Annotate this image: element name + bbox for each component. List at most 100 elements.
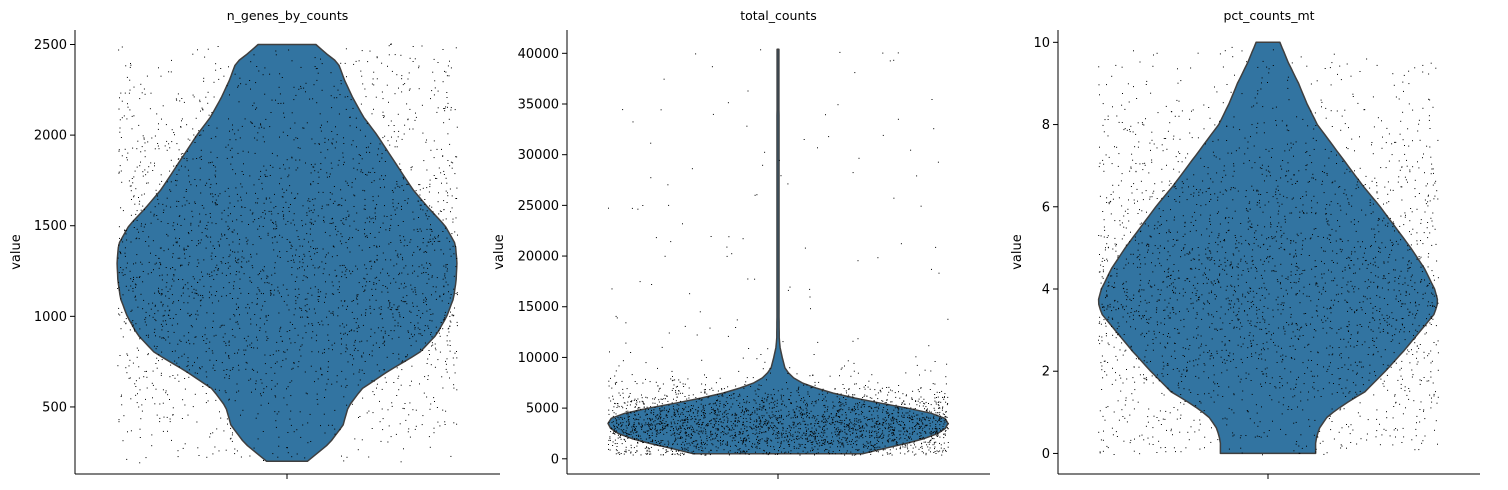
- data-point: [764, 423, 766, 425]
- data-point: [870, 426, 872, 428]
- data-point: [346, 385, 348, 386]
- data-point: [678, 390, 680, 392]
- data-point: [434, 249, 436, 251]
- data-point: [862, 451, 864, 453]
- data-point: [934, 446, 936, 448]
- data-point: [782, 418, 784, 420]
- data-point: [730, 406, 732, 408]
- data-point: [257, 228, 259, 230]
- data-point: [257, 438, 259, 440]
- data-point: [157, 145, 159, 147]
- data-point: [627, 413, 629, 415]
- data-point: [449, 350, 451, 352]
- data-point: [628, 422, 630, 424]
- data-point: [701, 410, 702, 412]
- data-point: [937, 421, 938, 423]
- data-point: [738, 420, 740, 422]
- data-point: [816, 452, 818, 454]
- data-point: [335, 126, 336, 128]
- data-point: [911, 427, 913, 429]
- data-point: [287, 135, 289, 137]
- data-point: [910, 149, 912, 151]
- data-point: [227, 423, 228, 425]
- data-point: [813, 431, 815, 433]
- data-point: [794, 415, 796, 417]
- data-point: [907, 448, 909, 450]
- data-point: [179, 339, 181, 341]
- data-point: [273, 207, 275, 209]
- data-point: [431, 230, 433, 232]
- data-point: [305, 392, 307, 394]
- data-point: [275, 426, 277, 428]
- data-point: [213, 278, 215, 280]
- data-point: [154, 318, 156, 320]
- data-point: [310, 184, 312, 186]
- data-point: [356, 295, 358, 297]
- data-point: [333, 246, 335, 248]
- data-point: [223, 341, 225, 343]
- data-point: [722, 422, 724, 424]
- data-point: [377, 154, 379, 156]
- data-point: [650, 412, 652, 414]
- data-point: [289, 418, 291, 420]
- data-point: [636, 438, 638, 440]
- data-point: [934, 361, 936, 362]
- data-point: [919, 374, 920, 376]
- data-point: [700, 431, 702, 433]
- violin-body: [116, 43, 458, 463]
- data-point: [924, 424, 926, 426]
- data-point: [130, 241, 132, 243]
- data-point: [892, 420, 894, 422]
- data-point: [615, 420, 617, 422]
- data-point: [820, 431, 822, 433]
- data-point: [199, 368, 201, 370]
- data-point: [649, 451, 651, 453]
- data-point: [404, 83, 406, 85]
- data-point: [245, 368, 247, 370]
- data-point: [228, 227, 230, 229]
- data-point: [743, 401, 745, 403]
- data-point: [646, 397, 648, 399]
- data-point: [271, 380, 273, 381]
- data-point: [728, 454, 730, 456]
- data-point: [354, 195, 356, 197]
- data-point: [817, 147, 818, 149]
- data-point: [179, 100, 181, 102]
- data-point: [745, 440, 747, 442]
- data-point: [618, 423, 620, 425]
- data-point: [237, 323, 239, 325]
- data-point: [813, 432, 815, 434]
- data-point: [389, 228, 391, 229]
- data-point: [334, 342, 336, 344]
- data-point: [806, 384, 808, 386]
- data-point: [659, 418, 661, 420]
- data-point: [453, 253, 455, 255]
- data-point: [171, 439, 172, 441]
- data-point: [136, 276, 138, 278]
- data-point: [676, 443, 678, 445]
- data-point: [304, 305, 306, 307]
- data-point: [443, 317, 445, 319]
- data-point: [306, 122, 308, 124]
- data-point: [646, 447, 648, 449]
- data-point: [617, 437, 619, 439]
- data-point: [139, 338, 141, 340]
- data-point: [845, 403, 847, 405]
- data-point: [215, 176, 216, 178]
- data-point: [764, 440, 766, 442]
- data-point: [204, 334, 206, 336]
- data-point: [381, 408, 383, 410]
- data-point: [843, 423, 845, 425]
- data-point: [888, 415, 889, 417]
- data-point: [700, 441, 702, 443]
- data-point: [386, 287, 388, 289]
- data-point: [919, 436, 921, 438]
- data-point: [654, 424, 656, 426]
- data-point: [304, 255, 306, 257]
- data-point: [805, 407, 807, 409]
- data-point: [619, 416, 621, 418]
- data-point: [338, 113, 340, 115]
- data-point: [189, 343, 191, 345]
- data-point: [694, 416, 696, 417]
- data-point: [262, 226, 264, 227]
